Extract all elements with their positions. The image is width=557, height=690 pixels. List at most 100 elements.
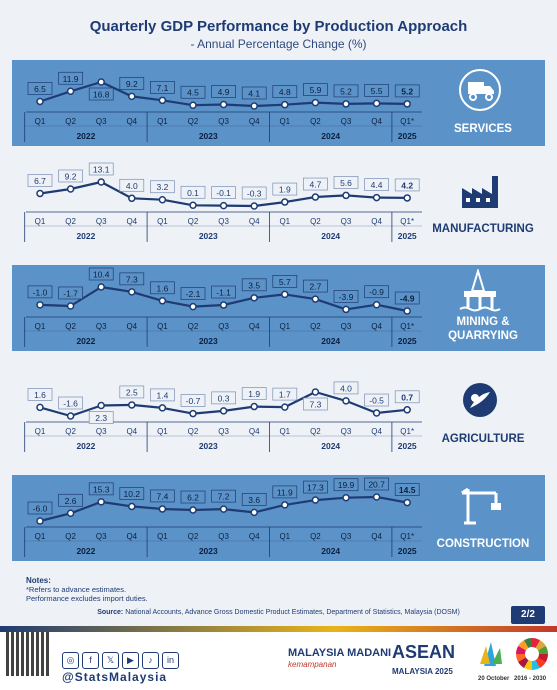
- x-tick-label: Q1: [35, 532, 46, 541]
- data-label-box: [119, 385, 145, 399]
- data-label-box: [58, 493, 83, 507]
- year-label: 2024: [321, 441, 340, 451]
- data-label-box: [394, 178, 420, 192]
- data-point: [403, 100, 411, 108]
- year-label: 2024: [321, 336, 340, 346]
- data-label-box: [241, 186, 267, 200]
- data-label-box: [241, 387, 267, 400]
- crane-icon: [458, 483, 502, 532]
- palm-leaf-icon: [458, 378, 502, 427]
- social-handle[interactable]: @StatsMalaysia: [62, 670, 168, 684]
- notes-heading: Notes:: [26, 576, 51, 585]
- data-label-box: [272, 485, 298, 499]
- data-label: 19.9: [338, 480, 355, 490]
- data-point: [372, 409, 381, 417]
- sdg-wheel-icon: [516, 638, 548, 670]
- data-label: 17.3: [307, 483, 324, 493]
- x-tick-label: Q2: [310, 117, 321, 126]
- x-tick-label: Q1: [279, 217, 290, 226]
- data-point: [158, 195, 167, 204]
- x-tick-label: Q1*: [400, 532, 414, 541]
- data-label: -1.0: [33, 287, 48, 297]
- year-label: 2025: [398, 336, 417, 346]
- data-point: [97, 78, 105, 86]
- page-number: 2/2: [511, 606, 545, 624]
- data-point: [97, 498, 105, 506]
- x-tick-label: Q3: [341, 322, 352, 331]
- x-tick-label: Q2: [188, 532, 199, 541]
- data-point: [403, 406, 411, 414]
- data-label-box: [88, 162, 114, 176]
- data-point: [342, 191, 350, 200]
- data-label-box: [394, 84, 420, 98]
- sector-label: CONSTRUCTION: [436, 538, 530, 550]
- x-tick-label: Q4: [371, 532, 382, 541]
- sector-panel-construction: -6.0 Q1 2.6 Q2 15.3 Q3 10.2 Q4 7.4 Q1 6.2 Q2 7.2 Q3 3.…: [12, 475, 545, 561]
- data-label-box: [150, 80, 175, 94]
- data-label-box: [241, 493, 267, 506]
- x-tick-label: Q1: [35, 117, 46, 126]
- data-label-box: [119, 272, 145, 286]
- data-label: 11.9: [277, 487, 293, 497]
- data-point: [66, 302, 75, 310]
- oil-rig-icon: [458, 267, 502, 318]
- asean-text: ASEAN: [392, 642, 456, 662]
- x-tick-label: Q4: [371, 217, 382, 226]
- data-label: 14.5: [399, 485, 416, 495]
- line-chart: 1.6 Q1 -1.6 Q2 2.3 Q3 2.5 Q4 1.4 Q1 -0.7 Q2 0.3 Q3 1.9…: [24, 381, 422, 452]
- tiktok-icon[interactable]: ♪: [142, 652, 159, 669]
- x-tick-label: Q2: [188, 427, 199, 436]
- data-label-box: [27, 501, 53, 515]
- data-point: [189, 302, 197, 311]
- year-label: 2025: [398, 231, 417, 241]
- data-label-box: [27, 285, 53, 299]
- data-point: [36, 301, 44, 309]
- data-label: 4.4: [371, 180, 383, 190]
- linkedin-icon[interactable]: in: [162, 652, 179, 669]
- x-tick-label: Q3: [218, 217, 229, 226]
- x-tick-label: Q4: [371, 117, 382, 126]
- data-label: 2.3: [95, 413, 107, 423]
- data-label: 4.0: [126, 181, 138, 191]
- data-label-box: [150, 388, 175, 402]
- year-label: 2024: [321, 131, 340, 141]
- note-line: Performance excludes import duties.: [26, 594, 148, 603]
- data-point: [158, 297, 167, 305]
- data-label: 7.2: [218, 492, 230, 502]
- data-label: 1.9: [279, 185, 291, 195]
- sector-panel-manufacturing: 6.7 Q1 9.2 Q2 13.1 Q3 4.0 Q4 3.2 Q1 0.1 Q2 -0.1 Q3 -0.…: [12, 160, 545, 246]
- data-label-box: [211, 285, 236, 299]
- line-chart: -6.0 Q1 2.6 Q2 15.3 Q3 10.2 Q4 7.4 Q1 6.2 Q2 7.2 Q3 3.…: [24, 477, 422, 557]
- x-tick-label: Q2: [65, 532, 76, 541]
- data-label: 4.2: [401, 180, 413, 190]
- data-label: 7.3: [126, 274, 138, 284]
- data-label: -4.9: [400, 294, 415, 304]
- x-tick-label: Q1*: [400, 117, 414, 126]
- data-point: [250, 202, 258, 210]
- data-label-box: [272, 85, 298, 99]
- data-label-box: [364, 178, 389, 191]
- data-point: [128, 401, 136, 409]
- facebook-icon[interactable]: f: [82, 652, 99, 669]
- date-logo-text: 20 October: [478, 676, 510, 682]
- qr-code-icon[interactable]: [6, 632, 50, 676]
- data-point: [342, 397, 350, 405]
- data-label-box: [303, 177, 328, 191]
- x-tick-label: Q2: [188, 117, 199, 126]
- year-label: 2023: [199, 131, 218, 141]
- data-label: -0.3: [247, 189, 262, 199]
- data-point: [281, 198, 289, 206]
- x-tick-label: Q3: [96, 427, 107, 436]
- data-label: -0.7: [186, 396, 201, 406]
- x-tick-label: Q3: [218, 532, 229, 541]
- youtube-icon[interactable]: ▶: [122, 652, 139, 669]
- data-label-box: [303, 397, 328, 411]
- data-label-box: [333, 290, 359, 303]
- year-label: 2022: [76, 131, 95, 141]
- year-label: 2024: [321, 231, 340, 241]
- x-tick-label: Q3: [341, 532, 352, 541]
- x-icon[interactable]: 𝕏: [102, 652, 119, 669]
- instagram-icon[interactable]: ◎: [62, 652, 79, 669]
- x-tick-label: Q1: [279, 322, 290, 331]
- data-point: [158, 96, 167, 105]
